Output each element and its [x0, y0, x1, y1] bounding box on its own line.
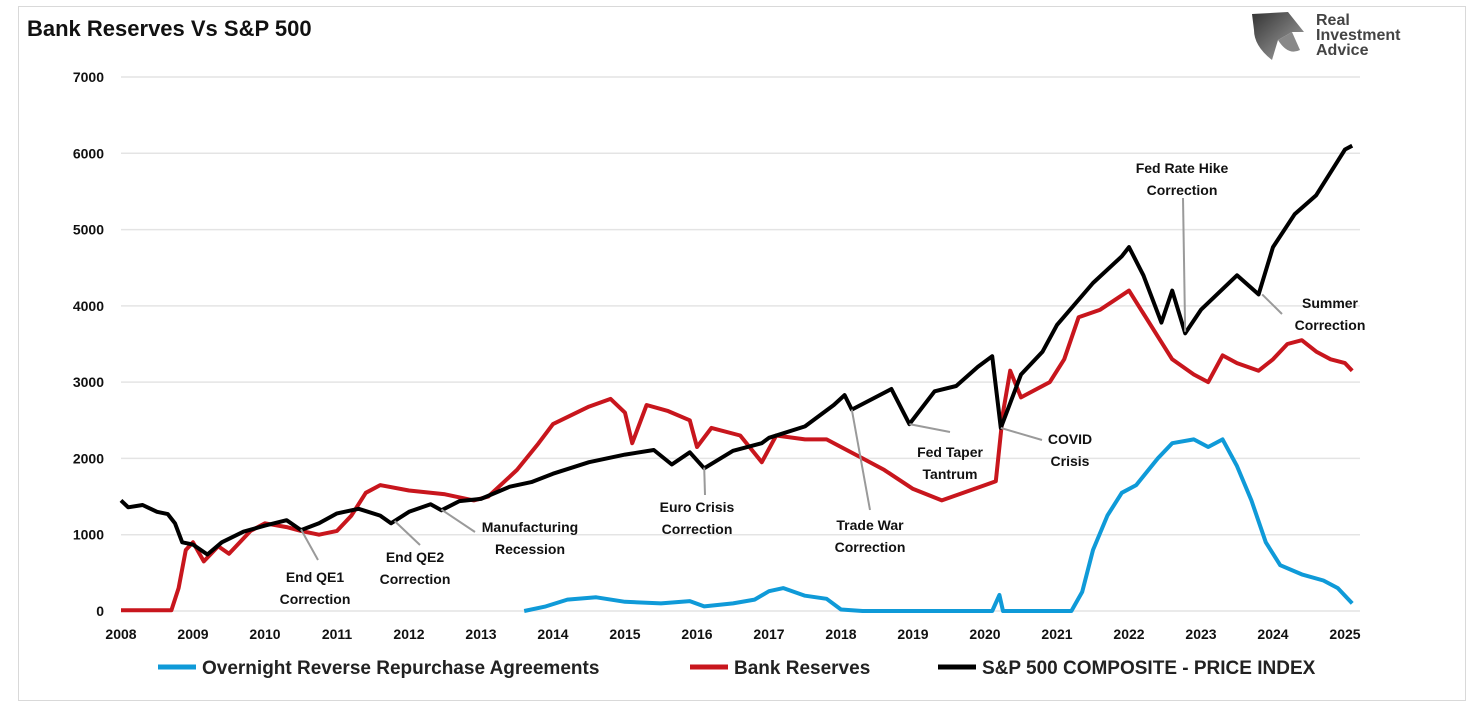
x-tick-label: 2024 — [1257, 626, 1288, 642]
x-tick-label: 2021 — [1041, 626, 1072, 642]
series-line-sp500 — [119, 143, 1354, 557]
annotation-leader-line — [1261, 293, 1283, 315]
legend-label: Bank Reserves — [734, 658, 870, 679]
logo-text: Real Investment Advice — [1316, 12, 1401, 59]
annotation-leader-line — [909, 423, 951, 433]
x-tick-label: 2014 — [537, 626, 568, 642]
annotation-leader-line — [393, 520, 421, 546]
x-tick-label: 2018 — [825, 626, 856, 642]
annotation-leader-line — [703, 467, 706, 496]
y-tick-label: 0 — [96, 603, 104, 619]
annotation-label: End QE2 — [386, 549, 445, 565]
y-tick-label: 6000 — [73, 145, 104, 161]
y-tick-label: 4000 — [73, 298, 104, 314]
annotation-label: End QE1 — [286, 569, 345, 585]
annotation-label: Euro Crisis — [660, 499, 735, 515]
annotation-label: Correction — [835, 539, 906, 555]
annotation-label: Correction — [1147, 182, 1218, 198]
series-line-bank-reserves — [121, 288, 1354, 613]
annotation-leader-line — [1000, 426, 1043, 441]
chart-frame — [18, 6, 1466, 701]
x-tick-label: 2020 — [969, 626, 1000, 642]
y-tick-label: 1000 — [73, 527, 104, 543]
y-tick-label: 2000 — [73, 450, 104, 466]
x-tick-label: 2025 — [1329, 626, 1360, 642]
x-tick-label: 2012 — [393, 626, 424, 642]
x-tick-label: 2013 — [465, 626, 496, 642]
x-tick-label: 2010 — [249, 626, 280, 642]
chart-title: Bank Reserves Vs S&P 500 — [27, 16, 312, 41]
annotation-label: Crisis — [1051, 453, 1090, 469]
annotation-label: Manufacturing — [482, 519, 578, 535]
annotation-label: Correction — [1295, 317, 1366, 333]
x-tick-label: 2023 — [1185, 626, 1216, 642]
eagle-logo-icon — [1252, 12, 1304, 60]
annotation-leader-line — [300, 528, 319, 561]
annotation-label: Fed Taper — [917, 444, 983, 460]
annotation-label: Fed Rate Hike — [1136, 160, 1229, 176]
legend-label: S&P 500 COMPOSITE - PRICE INDEX — [982, 658, 1316, 679]
x-tick-label: 2009 — [177, 626, 208, 642]
y-tick-label: 5000 — [73, 222, 104, 238]
annotation-label: Correction — [662, 521, 733, 537]
logo-line: Investment — [1316, 27, 1401, 44]
series-line-rrp — [523, 437, 1354, 613]
annotation-leader-line — [1182, 197, 1187, 332]
annotation-label: Recession — [495, 541, 565, 557]
x-tick-label: 2011 — [322, 626, 353, 642]
y-tick-label: 3000 — [73, 374, 104, 390]
annotation-label: Correction — [280, 591, 351, 607]
x-tick-label: 2017 — [753, 626, 784, 642]
annotation-label: Summer — [1302, 295, 1359, 311]
annotation-label: Tantrum — [923, 466, 978, 482]
x-tick-label: 2022 — [1113, 626, 1144, 642]
annotation-label: COVID — [1048, 431, 1092, 447]
annotation-label: Correction — [380, 571, 451, 587]
annotation-leader-line — [440, 508, 476, 533]
annotation-leader-line — [850, 409, 871, 511]
y-tick-label: 7000 — [73, 69, 104, 85]
x-tick-label: 2016 — [681, 626, 712, 642]
logo: Real Investment Advice — [1248, 10, 1468, 65]
logo-line: Real — [1316, 12, 1350, 29]
x-tick-label: 2008 — [105, 626, 136, 642]
logo-line: Advice — [1316, 42, 1369, 59]
x-tick-label: 2019 — [897, 626, 928, 642]
legend-label: Overnight Reverse Repurchase Agreements — [202, 658, 599, 679]
x-tick-label: 2015 — [609, 626, 640, 642]
annotation-label: Trade War — [836, 517, 904, 533]
